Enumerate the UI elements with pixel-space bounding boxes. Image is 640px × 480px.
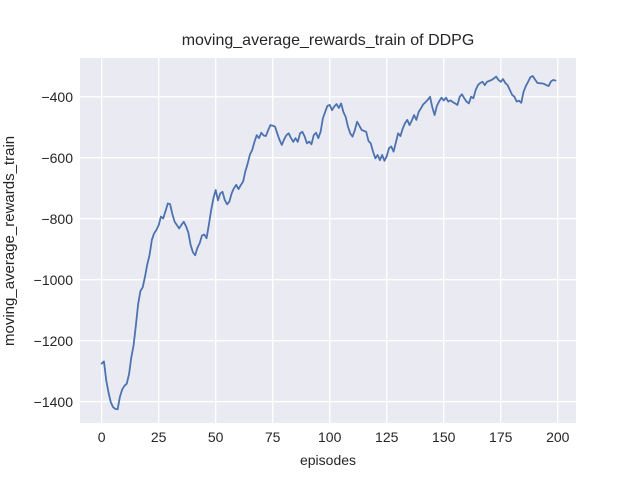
y-tick-label: −400 (41, 88, 73, 105)
x-tick-label: 100 (318, 429, 342, 445)
plot-area (80, 58, 576, 423)
x-tick-label: 0 (97, 429, 106, 445)
y-tick-label: −800 (41, 210, 73, 227)
y-tick-label: −1200 (33, 332, 73, 349)
y-tick-label: −600 (41, 149, 73, 166)
x-axis-label: episodes (299, 452, 357, 468)
y-axis-label: moving_average_rewards_train (1, 135, 18, 346)
y-tick-label: −1000 (33, 271, 73, 288)
x-tick-label: 175 (489, 429, 513, 445)
x-tick-label: 150 (432, 429, 456, 445)
x-tick-label: 25 (150, 429, 167, 445)
chart-title: moving_average_rewards_train of DDPG (181, 32, 475, 49)
reward-line (100, 75, 557, 411)
chart-canvas (80, 58, 576, 423)
x-tick-label: 200 (546, 429, 570, 445)
x-tick-label: 75 (264, 429, 281, 445)
x-tick-label: 50 (207, 429, 224, 445)
x-tick-label: 125 (375, 429, 399, 445)
y-tick-label: −1400 (33, 393, 73, 410)
